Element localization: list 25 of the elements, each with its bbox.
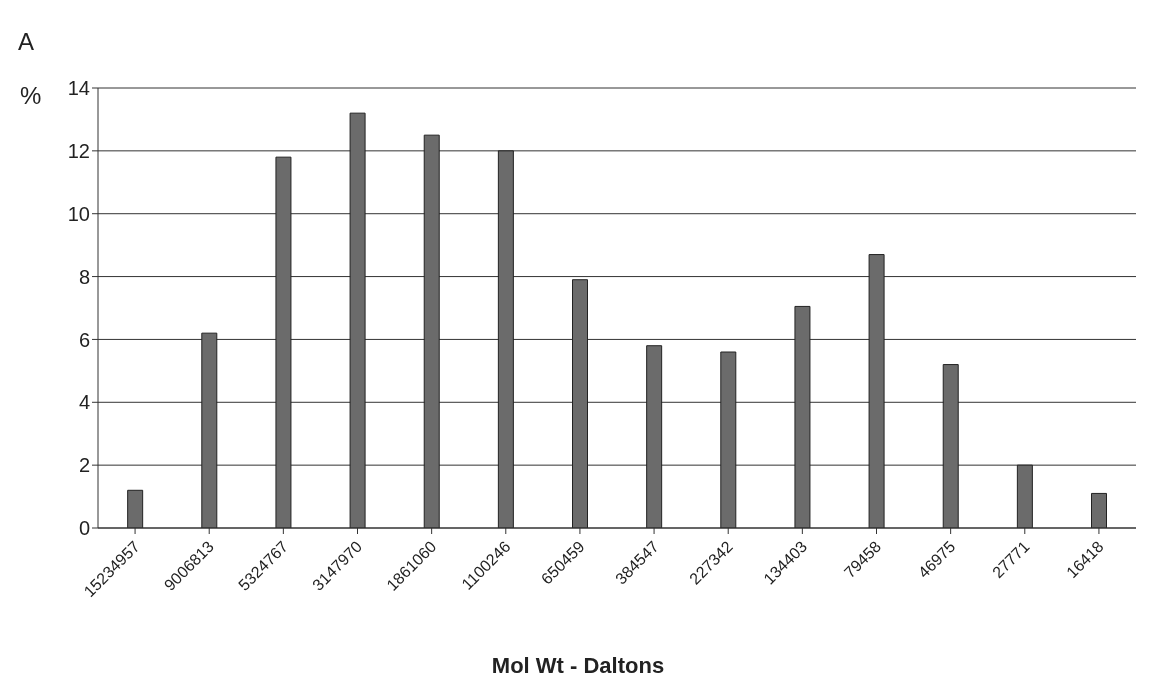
y-tick-label: 14 — [67, 77, 90, 100]
bar — [497, 150, 514, 528]
y-tick-label: 0 — [78, 517, 90, 540]
bar — [646, 345, 663, 528]
bar — [1091, 492, 1108, 528]
bar — [942, 364, 959, 528]
y-tick-label: 12 — [67, 139, 90, 162]
bar — [794, 305, 811, 528]
y-tick-label: 8 — [78, 265, 90, 288]
x-axis-title: Mol Wt - Daltons — [490, 653, 666, 679]
bar — [201, 332, 218, 528]
bar — [720, 351, 737, 528]
bar — [868, 254, 885, 528]
bar — [127, 489, 144, 528]
y-tick-label: 10 — [67, 202, 90, 225]
y-tick-label: 4 — [78, 391, 90, 414]
y-axis-title: % — [20, 82, 42, 110]
bar — [275, 156, 292, 528]
y-tick-label: 6 — [78, 328, 90, 351]
bar — [1016, 464, 1033, 528]
bar — [349, 112, 366, 528]
bar — [572, 279, 589, 528]
bar — [423, 134, 440, 528]
text: A — [18, 28, 35, 56]
y-tick-label: 2 — [78, 454, 90, 477]
